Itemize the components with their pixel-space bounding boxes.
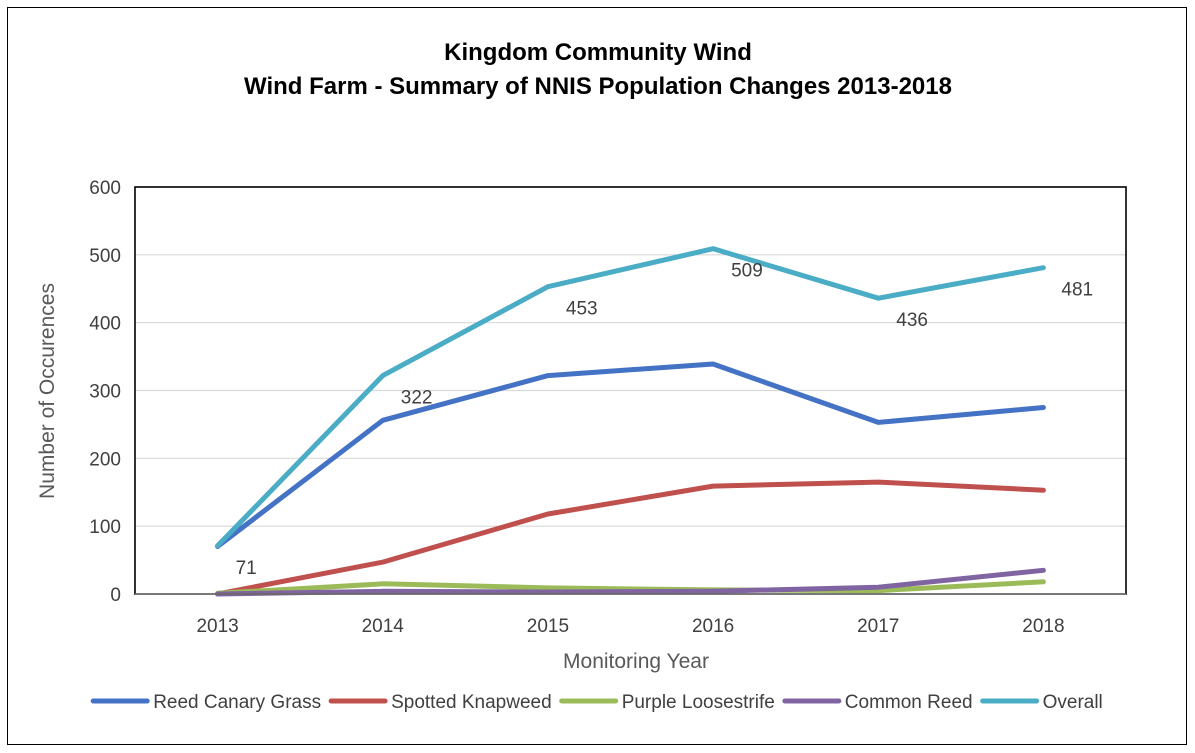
series-line-spotted-knapweed [215,479,1046,597]
series-line-common-reed [215,567,1046,597]
x-tick-label: 2016 [692,616,734,637]
data-label: 322 [401,388,433,409]
y-tick-label: 300 [89,382,121,403]
data-labels: 71 322 453 509 436 481 [236,261,1094,579]
series-line-reed-canary-grass [215,361,1046,549]
x-tick-label: 2013 [196,616,238,637]
legend: Reed Canary Grass Spotted Knapweed Purple … [90,692,1103,713]
data-label: 436 [896,310,928,331]
y-tick-label: 100 [89,517,121,538]
data-label: 481 [1061,280,1093,301]
series-lines [215,246,1046,597]
y-tick-label: 500 [89,246,121,267]
x-axis-title: Monitoring Year [563,650,709,673]
legend-label: Spotted Knapweed [391,692,552,713]
legend-label: Reed Canary Grass [153,692,321,713]
line-chart: Kingdom Community Wind Wind Farm - Summa… [36,39,1127,713]
y-tick-label: 400 [89,314,121,335]
x-tick-label: 2015 [527,616,569,637]
y-tick-label: 600 [89,178,121,199]
y-tick-label: 200 [89,449,121,470]
data-label: 71 [236,558,257,579]
series-line-purple-loosestrife [215,579,1046,596]
x-tick-label: 2018 [1022,616,1064,637]
data-label: 453 [566,299,598,320]
x-tick-label: 2017 [857,616,899,637]
legend-label: Common Reed [845,692,973,713]
x-tick-label: 2014 [362,616,405,637]
legend-label: Overall [1043,692,1103,713]
legend-label: Purple Loosestrife [622,692,775,713]
chart-frame: Kingdom Community Wind Wind Farm - Summa… [7,7,1187,745]
y-axis-title: Number of Occurences [36,283,59,499]
chart-title: Kingdom Community Wind [444,39,752,66]
axes: 0 100 200 300 400 500 600 2013 2014 2015 2016 2017 2… [89,178,1127,637]
y-tick-label: 0 [110,585,121,606]
data-label: 509 [731,261,763,282]
series-line-overall [215,246,1046,549]
chart-subtitle: Wind Farm - Summary of NNIS Population C… [244,73,952,100]
